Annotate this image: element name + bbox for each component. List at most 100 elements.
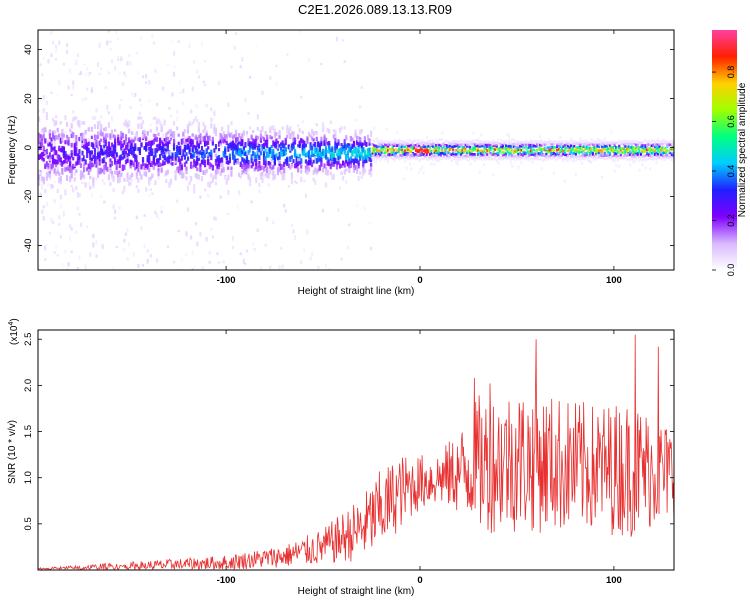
spectrogram-cell — [559, 149, 562, 152]
spectrogram-cell — [224, 135, 227, 139]
spectrogram-cell — [646, 148, 649, 152]
spectrogram-cell — [90, 150, 93, 155]
spectrogram-cell — [69, 224, 72, 228]
spectrogram-cell — [633, 142, 636, 146]
spectrogram-cell — [518, 155, 522, 158]
spectrogram-cell — [391, 145, 394, 149]
spectrogram-cell — [326, 149, 329, 154]
spectrogram-cell — [219, 133, 222, 138]
spectrogram-cell — [508, 144, 511, 148]
spectrogram-cell — [571, 148, 574, 152]
spectrogram-cell — [658, 155, 661, 158]
spectrogram-cell — [622, 156, 626, 160]
spectrogram-cell — [311, 128, 314, 135]
spectrogram-cell — [414, 145, 418, 149]
spectrogram-cell — [621, 156, 624, 159]
spectrogram-cell — [580, 139, 584, 143]
spectrogram-cell — [542, 159, 545, 163]
spectrogram-cell — [487, 140, 491, 144]
spectrogram-cell — [177, 133, 180, 137]
spectrogram-cell — [41, 184, 44, 190]
spectrogram-cell — [138, 137, 142, 143]
spectrogram-cell — [456, 155, 460, 159]
spectrogram-cell — [328, 145, 331, 151]
spectrogram-cell — [100, 195, 103, 199]
spectrogram-cell — [337, 156, 340, 161]
spectrogram-cell — [98, 120, 101, 125]
spectrogram-cell — [72, 156, 75, 161]
spectrogram-cell — [208, 162, 211, 166]
spectrogram-cell — [328, 140, 331, 146]
spectrogram-cell — [89, 168, 92, 172]
spectrogram-cell — [450, 159, 453, 162]
spectrogram-cell — [501, 140, 505, 144]
spectrogram-cell — [570, 140, 573, 143]
spectrogram-cell — [553, 154, 556, 158]
spectrogram-cell — [642, 139, 646, 143]
spectrogram-cell — [146, 249, 149, 253]
spectrogram-cell — [470, 152, 473, 156]
spectrogram-cell — [387, 140, 390, 144]
spectrogram-cell — [362, 142, 365, 146]
spectrogram-cell — [286, 134, 289, 139]
spectrogram-cell — [70, 94, 73, 97]
spectrogram-cell — [217, 160, 221, 166]
spectrogram-cell — [346, 143, 349, 148]
spectrogram-cell — [205, 237, 208, 242]
spectrogram-cell — [574, 158, 577, 162]
spectrogram-cell — [402, 150, 405, 154]
spectrogram-cell — [236, 147, 239, 152]
spectrogram-cell — [163, 147, 166, 152]
spectrogram-cell — [670, 158, 674, 162]
spectrogram-cell — [483, 145, 486, 149]
spectrogram-cell — [481, 147, 484, 151]
spectrogram-cell — [672, 156, 674, 159]
spectrogram-cell — [560, 140, 563, 144]
spectrogram-cell — [588, 146, 591, 150]
spectrogram-cell — [293, 140, 297, 145]
spectrogram-cell — [556, 143, 559, 147]
spectrogram-cell — [666, 156, 669, 159]
spectrogram-cell — [290, 223, 294, 227]
spectrogram-cell — [340, 257, 343, 261]
spectrogram-cell — [297, 161, 300, 167]
spectrogram-cell — [95, 162, 98, 167]
spectrogram-cell — [649, 141, 652, 144]
spectrogram-cell — [523, 151, 526, 155]
spectrogram-cell — [78, 72, 81, 76]
spectrogram-cell — [332, 162, 335, 167]
spectrogram-cell — [580, 146, 584, 150]
spectrogram-cell — [303, 142, 306, 148]
spectrogram-cell — [73, 137, 76, 142]
spectrogram-cell — [394, 148, 397, 152]
spectrogram-cell — [329, 153, 332, 159]
spectrogram-cell — [259, 172, 263, 177]
spectrogram-cell — [551, 140, 554, 144]
spectrogram-cell — [566, 149, 570, 152]
spectrogram-cell — [69, 161, 72, 167]
spectrogram-cell — [135, 185, 138, 189]
spectrogram-cell — [216, 157, 219, 163]
spectrogram-cell — [584, 147, 587, 151]
spectrogram-cell — [500, 139, 503, 142]
spectrogram-cell — [92, 163, 95, 168]
spectrogram-cell — [421, 148, 424, 151]
spectrogram-cell — [224, 176, 227, 179]
spectrogram-cell — [570, 137, 573, 141]
spectrogram-cell — [494, 141, 497, 145]
spectrogram-cell — [661, 149, 664, 152]
spectrogram-cell — [672, 147, 674, 151]
spectrogram-cell — [352, 148, 356, 154]
spectrogram-cell — [53, 251, 56, 254]
spectrogram-cell — [515, 155, 518, 159]
spectrogram-cell — [143, 214, 146, 217]
spectrogram-cell — [624, 142, 627, 146]
spectrogram-cell — [635, 153, 638, 157]
spectrogram-cell — [588, 160, 591, 164]
spectrogram-cell — [216, 252, 219, 256]
spectrogram-cell — [604, 144, 607, 148]
spectrogram-cell — [135, 215, 138, 220]
spectrogram-cell — [326, 160, 329, 166]
spectrogram-cell — [151, 140, 154, 146]
spectrogram-cell — [461, 146, 464, 149]
